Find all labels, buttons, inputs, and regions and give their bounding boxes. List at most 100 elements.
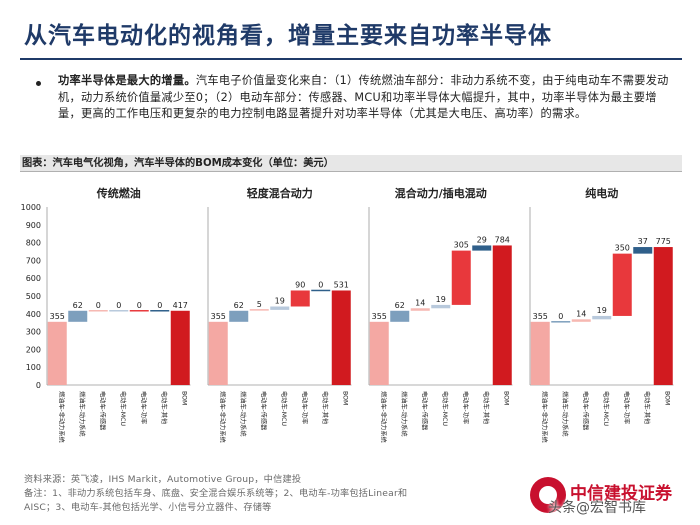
footer-note-2: AISC；3、电动车-其他包括光学、小信号分立器件、存储等 bbox=[24, 502, 272, 513]
category-label: 电动车-其他 bbox=[643, 391, 651, 424]
title-divider bbox=[20, 58, 682, 60]
category-label: 电动车-功率 bbox=[139, 391, 147, 424]
category-label: 燃油车-非动力系统 bbox=[57, 391, 65, 443]
category-label: 电动车-其他 bbox=[160, 391, 168, 424]
y-tick-label: 500 bbox=[26, 292, 41, 301]
data-label: 37 bbox=[638, 237, 648, 246]
bar-7 bbox=[331, 290, 351, 385]
y-tick-label: 200 bbox=[26, 345, 41, 354]
bar-3 bbox=[410, 308, 430, 311]
y-tick-label: 300 bbox=[26, 328, 41, 337]
category-label: 电动车-功率 bbox=[461, 391, 469, 424]
category-label: 电动车-功率 bbox=[300, 391, 308, 424]
bar-4 bbox=[592, 315, 612, 320]
bar-2 bbox=[390, 310, 410, 322]
bar-6 bbox=[311, 289, 331, 292]
category-label: 电动车-MCU bbox=[280, 391, 288, 426]
bar-1 bbox=[530, 321, 550, 385]
footer-notes: 资料来源：英飞凌，IHS Markit，Automotive Group，中信建… bbox=[24, 473, 504, 515]
bar-6 bbox=[150, 310, 170, 312]
data-label: 305 bbox=[454, 241, 469, 250]
chart-title: 轻度混合动力 bbox=[247, 186, 313, 200]
y-tick-label: 0 bbox=[36, 381, 41, 390]
bom-waterfall-charts: 传统燃油01002003004005006007008009001000355燃… bbox=[21, 186, 674, 443]
data-label: 784 bbox=[495, 235, 510, 244]
data-label: 19 bbox=[597, 306, 607, 315]
bar-2 bbox=[551, 321, 571, 323]
chart-title: 传统燃油 bbox=[96, 186, 141, 200]
category-label: BOM bbox=[502, 391, 509, 405]
bar-7 bbox=[492, 245, 512, 385]
category-label: BOM bbox=[663, 391, 670, 405]
category-label: 电动车-传感器 bbox=[98, 391, 106, 431]
bullet-paragraph: 功率半导体是最大的增量。汽车电子价值量变化来自：（1）传统燃油车部分：非动力系统… bbox=[58, 73, 672, 123]
data-label: 355 bbox=[50, 312, 65, 321]
bar-7 bbox=[170, 310, 190, 385]
data-label: 531 bbox=[334, 280, 349, 289]
bar-4 bbox=[270, 306, 290, 310]
bar-6 bbox=[472, 245, 492, 251]
data-label: 0 bbox=[96, 301, 101, 310]
data-label: 350 bbox=[615, 244, 630, 253]
watermark-text: 头条@宏智书库 bbox=[548, 500, 646, 516]
bar-2 bbox=[229, 310, 249, 322]
bar-4 bbox=[109, 310, 129, 312]
data-label: 62 bbox=[395, 301, 405, 310]
category-label: 电动车-MCU bbox=[602, 391, 610, 426]
y-tick-label: 600 bbox=[26, 274, 41, 283]
y-tick-label: 700 bbox=[26, 256, 41, 265]
data-label: 355 bbox=[372, 312, 387, 321]
data-label: 355 bbox=[533, 312, 548, 321]
bullet-body: 汽车电子价值量变化来自：（1）传统燃油车部分：非动力系统不变，由于纯电动车不需要… bbox=[58, 74, 669, 120]
data-label: 775 bbox=[656, 237, 671, 246]
bar-5 bbox=[129, 310, 149, 312]
chart-panel: 轻度混合动力 355 燃油车-非动力系统 62 燃油车-动力系统 5 电动车-传感器 19 电动… bbox=[207, 186, 352, 443]
bar-7 bbox=[653, 247, 673, 385]
data-label: 19 bbox=[275, 297, 285, 306]
chart-title: 混合动力/插电混动 bbox=[395, 186, 487, 200]
category-label: 电动车-其他 bbox=[482, 391, 490, 424]
chart-title: 纯电动 bbox=[585, 186, 618, 200]
data-label: 62 bbox=[234, 301, 244, 310]
bar-5 bbox=[612, 253, 632, 316]
data-label: 0 bbox=[157, 301, 162, 310]
brand-name: 中信建投证券 bbox=[570, 484, 672, 504]
bar-6 bbox=[633, 247, 653, 254]
data-label: 0 bbox=[318, 280, 323, 289]
data-label: 355 bbox=[211, 312, 226, 321]
data-label: 19 bbox=[436, 295, 446, 304]
bar-4 bbox=[431, 304, 451, 309]
category-label: 燃油车-非动力系统 bbox=[379, 391, 387, 443]
bar-3 bbox=[571, 319, 591, 322]
data-label: 90 bbox=[295, 280, 305, 289]
bar-2 bbox=[68, 310, 88, 322]
category-label: 燃油车-非动力系统 bbox=[540, 391, 548, 443]
category-label: BOM bbox=[180, 391, 187, 405]
category-label: 燃油车-动力系统 bbox=[78, 391, 86, 437]
brand-seal-icon bbox=[530, 477, 566, 513]
footer-source: 资料来源：英飞凌，IHS Markit，Automotive Group，中信建… bbox=[24, 474, 302, 485]
bullet-lead: 功率半导体是最大的增量。 bbox=[58, 74, 196, 87]
category-label: 电动车-其他 bbox=[321, 391, 329, 424]
bar-1 bbox=[369, 321, 389, 385]
data-label: 0 bbox=[137, 301, 142, 310]
bar-5 bbox=[451, 250, 471, 305]
y-tick-label: 400 bbox=[26, 310, 41, 319]
bar-1 bbox=[208, 321, 228, 385]
category-label: 电动车-传感器 bbox=[581, 391, 589, 431]
data-label: 5 bbox=[257, 300, 262, 309]
category-label: 燃油车-动力系统 bbox=[400, 391, 408, 437]
chart-panel: 混合动力/插电混动 355 燃油车-非动力系统 62 燃油车-动力系统 14 电动车-传感器… bbox=[368, 186, 513, 443]
y-tick-label: 900 bbox=[26, 221, 41, 230]
category-label: 电动车-MCU bbox=[119, 391, 127, 426]
figure-caption: 图表：汽车电气化视角，汽车半导体的BOM成本变化（单位：美元） bbox=[20, 155, 682, 172]
data-label: 62 bbox=[73, 301, 83, 310]
y-tick-label: 100 bbox=[26, 363, 41, 372]
chart-panel: 传统燃油 0 100 200 300 400 500 600 700 800 900 1000 355 燃… bbox=[21, 186, 191, 443]
bullet-marker bbox=[36, 81, 41, 86]
category-label: 燃油车-动力系统 bbox=[561, 391, 569, 437]
y-tick-label: 1000 bbox=[21, 203, 41, 212]
category-label: 电动车-传感器 bbox=[259, 391, 267, 431]
chart-panel: 纯电动 355 燃油车-非动力系统 0 燃油车-动力系统 14 电动车-传感器 19 电动车-M… bbox=[529, 186, 674, 443]
page-title: 从汽车电动化的视角看，增量主要来自功率半导体 bbox=[24, 23, 552, 49]
